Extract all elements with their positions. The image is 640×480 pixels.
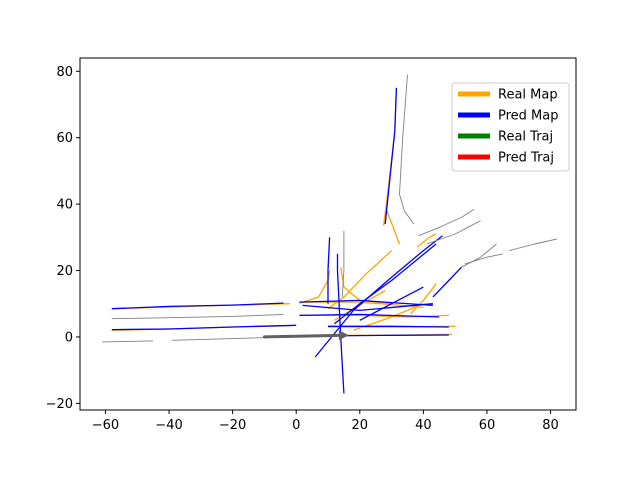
x-tick-label: 20 bbox=[352, 418, 369, 433]
map-polyline bbox=[384, 87, 398, 225]
map-polyline bbox=[111, 302, 284, 310]
map-polyline bbox=[102, 340, 154, 343]
map-polyline bbox=[111, 313, 284, 320]
map-polyline bbox=[299, 299, 433, 307]
map-polyline bbox=[299, 313, 440, 318]
map-polyline bbox=[426, 220, 481, 245]
ego-trajectory bbox=[262, 333, 346, 339]
y-tick-label: 80 bbox=[56, 65, 73, 80]
axes-frame bbox=[79, 57, 577, 411]
series-pred-map bbox=[111, 87, 462, 394]
map-polyline bbox=[327, 334, 449, 337]
map-polyline bbox=[359, 286, 424, 321]
legend: Real Map Pred Map Real Traj Pred Traj bbox=[451, 82, 570, 172]
plot-lines bbox=[102, 74, 557, 394]
legend-label: Pred Traj bbox=[498, 151, 554, 166]
ego-arrowhead bbox=[338, 330, 349, 341]
y-tick-label: 60 bbox=[56, 131, 73, 146]
map-polyline bbox=[410, 283, 437, 315]
map-polyline bbox=[386, 210, 401, 245]
map-polyline bbox=[382, 87, 398, 226]
map-polyline bbox=[333, 243, 437, 325]
x-tick-label: 0 bbox=[292, 418, 300, 433]
map-polyline bbox=[327, 250, 393, 310]
map-polyline bbox=[328, 325, 449, 328]
x-tick-label: 60 bbox=[479, 418, 496, 433]
map-polyline bbox=[302, 303, 433, 312]
x-tick-label: −20 bbox=[219, 418, 246, 433]
map-polyline bbox=[509, 238, 557, 252]
legend-label: Pred Map bbox=[498, 109, 559, 124]
map-polyline bbox=[299, 270, 331, 304]
map-polyline bbox=[336, 253, 345, 394]
y-tick-label: 40 bbox=[56, 198, 73, 213]
legend-label: Real Traj bbox=[498, 130, 553, 145]
legend-box bbox=[451, 82, 570, 172]
map-polyline bbox=[461, 243, 497, 268]
x-tick-label: −40 bbox=[155, 418, 182, 433]
map-polyline bbox=[341, 230, 345, 298]
map-polyline bbox=[464, 253, 503, 265]
y-tick-label: 0 bbox=[65, 330, 73, 345]
x-axis: −60 −40 −20 0 20 40 60 80 bbox=[92, 410, 559, 433]
map-polyline bbox=[416, 233, 437, 248]
y-axis: −20 0 20 40 60 80 bbox=[46, 65, 80, 412]
map-polyline bbox=[327, 237, 331, 304]
x-tick-label: 40 bbox=[415, 418, 432, 433]
legend-label: Real Map bbox=[498, 88, 558, 103]
map-polyline bbox=[432, 266, 462, 298]
map-polyline bbox=[111, 324, 297, 331]
series-map-context bbox=[102, 74, 557, 343]
x-tick-label: −60 bbox=[92, 418, 119, 433]
map-polyline bbox=[399, 74, 415, 225]
map-polyline bbox=[418, 208, 475, 237]
x-tick-label: 80 bbox=[542, 418, 559, 433]
y-tick-label: −20 bbox=[46, 397, 73, 412]
y-tick-label: 20 bbox=[56, 264, 73, 279]
